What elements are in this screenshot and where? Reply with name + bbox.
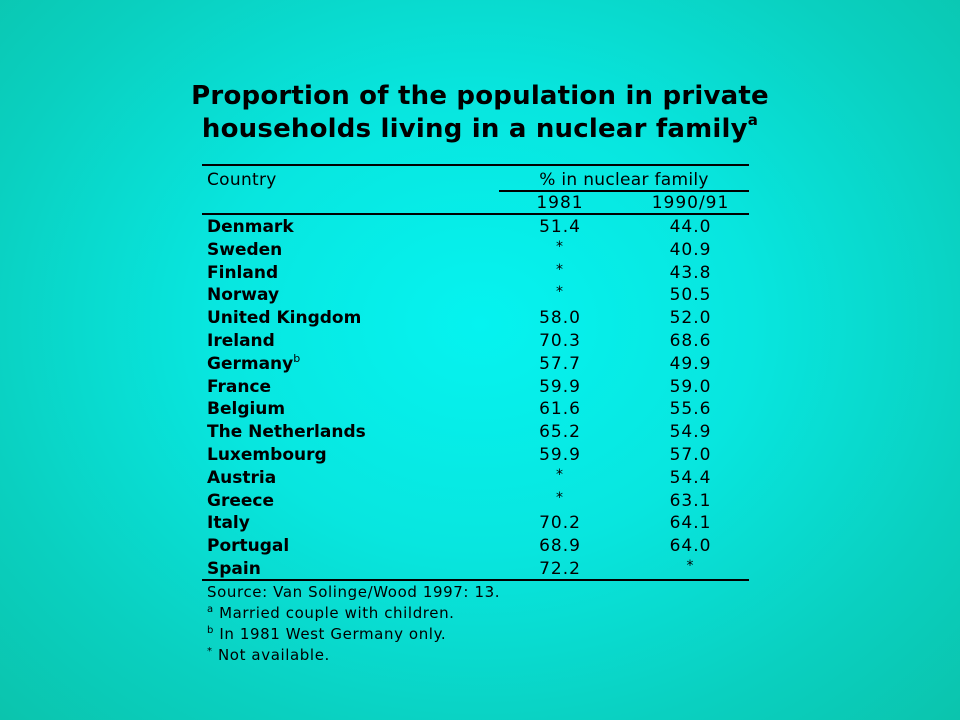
country-name: Italy [207,513,250,534]
title-line-1: Proportion of the population in private [191,81,769,111]
table-bottom-rule [202,579,749,581]
value-1981: * [556,466,564,483]
value-1981: 68.9 [539,536,581,557]
value-1981: * [556,284,564,301]
country-name: Denmark [207,217,294,237]
value-1990-91: 68.6 [669,331,712,351]
title-line-2: households living in a nuclear familya [0,113,960,146]
value-1990-91: 63.1 [669,490,712,511]
country-name: Greece [207,490,275,511]
value-1990-91: * [686,558,695,574]
table-row-country: Greece [207,490,274,512]
country-name: Portugal [207,536,290,557]
note-line: Source: Van Solinge/Wood 1997: 13. [207,582,500,603]
value-1981: * [556,261,564,278]
value-1981: * [556,238,564,255]
value-1990-91: 44.0 [669,217,712,237]
value-1990-91: 64.1 [669,513,712,534]
value-1990-91: 54.9 [669,422,712,443]
value-1990-91: 55.6 [669,399,712,420]
group-header-rule [499,190,749,192]
table-top-rule [202,164,749,166]
value-1981: 65.2 [539,422,581,443]
country-name: Germany [207,353,294,374]
value-1981: 57.7 [539,353,581,374]
header-1981: 1981 [536,193,584,213]
header-country: Country [207,170,277,190]
slide-title: Proportion of the population in private … [0,80,960,146]
note-line: a Married couple with children. [207,603,500,624]
table-row-country: Italy [207,512,250,534]
value-1981: 59.9 [539,376,581,397]
country-name: Spain [207,559,261,579]
value-1990-91: 49.9 [669,353,712,374]
value-1981: 70.2 [539,513,581,534]
header-1990-91: 1990/91 [651,193,730,213]
table-row-country: Finland [207,262,278,284]
note-text: Married couple with children. [213,604,455,622]
country-name: Norway [207,285,280,306]
note-marker: b [207,625,214,636]
table-row-country: France [207,376,271,398]
table-row-country: Ireland [207,330,275,352]
value-1981: 70.3 [539,331,581,351]
table-row-country: Spain [207,558,261,580]
country-name: Sweden [207,239,283,260]
note-line: * Not available. [207,645,500,666]
header-bottom-rule [202,213,749,215]
value-1990-91: 57.0 [669,445,712,465]
country-name: The Netherlands [207,422,366,443]
table-notes: Source: Van Solinge/Wood 1997: 13. a Marr… [207,582,500,666]
country-name: Luxembourg [207,445,327,465]
note-text: Not available. [212,646,330,664]
table-row-country: Norway [207,284,279,306]
value-1990-91: 54.4 [669,467,712,488]
note-text: In 1981 West Germany only. [213,625,447,643]
value-1990-91: 64.0 [669,536,712,557]
title-footnote-marker: a [747,111,759,129]
note-line: b In 1981 West Germany only. [207,624,500,645]
country-name: France [207,376,272,397]
table-row-country: Denmark [207,216,294,238]
table-row-country: Sweden [207,239,282,261]
note-marker: a [207,604,214,615]
value-1981: 51.4 [539,217,581,237]
country-name: Ireland [207,331,275,351]
table-row-country: Belgium [207,398,285,420]
header-group: % in nuclear family [539,170,709,190]
country-name: Austria [207,467,277,488]
note-text: Source: Van Solinge/Wood 1997: 13. [207,583,501,601]
country-name: Finland [207,262,279,283]
value-1981: 58.0 [539,308,581,329]
table-row-country: The Netherlands [207,421,366,443]
value-1981: 61.6 [539,399,581,420]
country-footnote-marker: b [293,351,301,365]
value-1990-91: 52.0 [669,308,712,329]
value-1990-91: 43.8 [669,262,712,283]
value-1990-91: 59.0 [669,376,712,397]
value-1981: 72.2 [539,559,581,579]
country-name: Belgium [207,399,286,420]
value-1990-91: 50.5 [669,285,712,306]
table-row-country: Portugal [207,535,289,557]
value-1981: 59.9 [539,445,581,465]
note-marker: * [207,646,213,657]
value-1990-91: 40.9 [669,239,712,260]
table-row-country: United Kingdom [207,307,361,329]
table-row-country: Luxembourg [207,444,327,466]
value-1981: * [556,489,564,506]
table-row-country: Austria [207,467,276,489]
country-name: United Kingdom [207,308,362,329]
title-line-2-text: households living in a nuclear family [201,114,748,144]
table-row-country: Germanyb [207,353,300,375]
